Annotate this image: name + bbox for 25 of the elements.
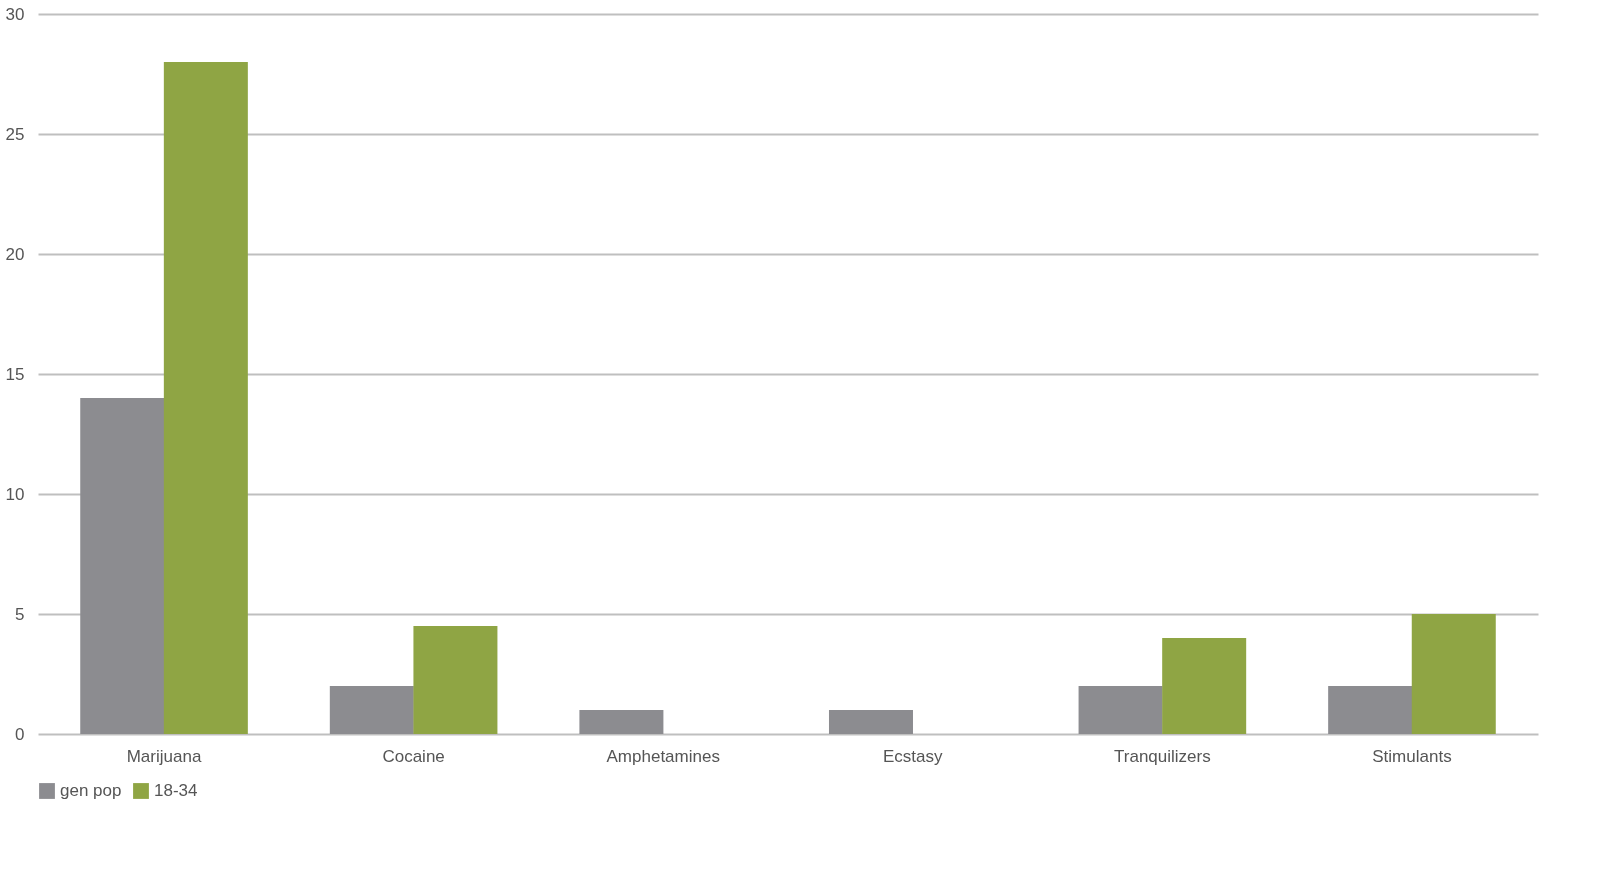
x-tick-label: Ecstasy bbox=[883, 746, 944, 766]
x-tick-label: Amphetamines bbox=[606, 746, 720, 766]
y-tick-label: 0 bbox=[15, 724, 25, 744]
bar bbox=[1162, 638, 1247, 734]
bar bbox=[1078, 686, 1163, 734]
x-tick-label: Marijuana bbox=[126, 746, 202, 766]
x-tick-label: Stimulants bbox=[1372, 746, 1452, 766]
bar bbox=[828, 710, 913, 734]
bar bbox=[579, 710, 664, 734]
y-tick-label: 25 bbox=[5, 124, 25, 144]
bar bbox=[80, 398, 165, 734]
y-tick-label: 15 bbox=[5, 364, 25, 384]
x-tick-label: Cocaine bbox=[382, 746, 445, 766]
legend-label: gen pop bbox=[60, 781, 122, 800]
bar bbox=[329, 686, 414, 734]
y-tick-label: 30 bbox=[5, 4, 25, 24]
y-tick-label: 5 bbox=[15, 604, 25, 624]
bar bbox=[413, 626, 498, 734]
y-tick-label: 10 bbox=[5, 484, 25, 504]
x-tick-label: Tranquilizers bbox=[1114, 746, 1211, 766]
y-tick-label: 20 bbox=[5, 244, 25, 264]
bar bbox=[163, 62, 248, 734]
bar bbox=[1328, 686, 1413, 734]
bar bbox=[1411, 614, 1496, 734]
legend-label: 18-34 bbox=[154, 781, 198, 800]
